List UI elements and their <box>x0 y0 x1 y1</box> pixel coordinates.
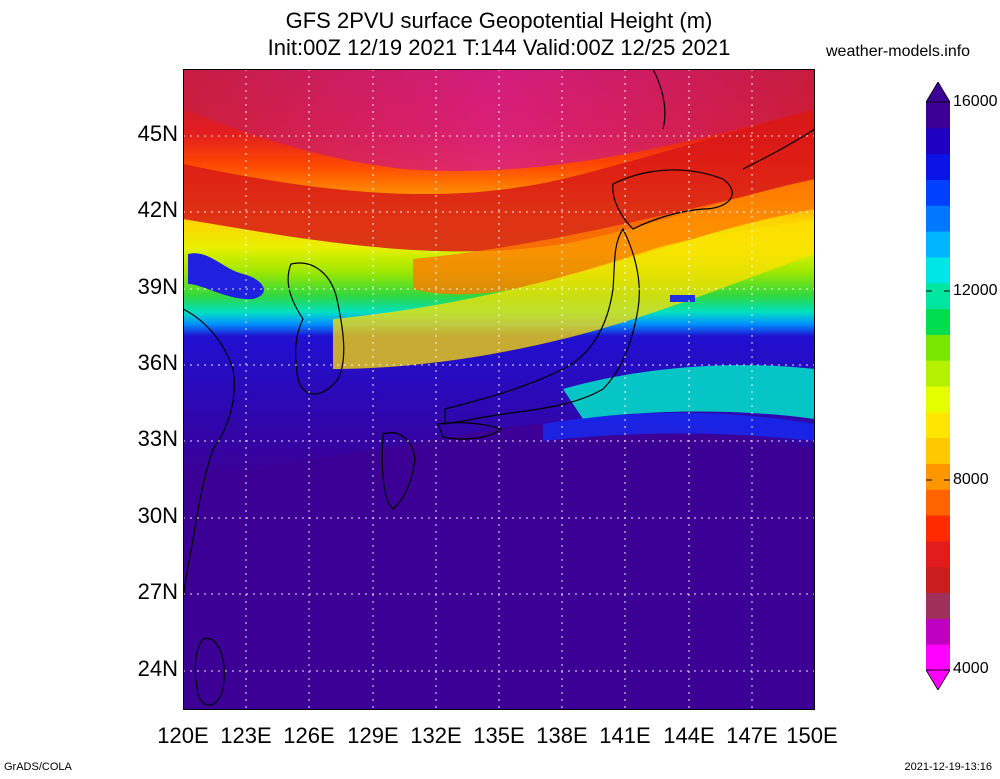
colorbar-cell <box>926 566 950 594</box>
lat-label: 24N <box>137 656 178 681</box>
lat-label: 39N <box>137 274 178 299</box>
colorbar-cell <box>926 489 950 516</box>
map-gridlines <box>183 69 815 710</box>
colorbar-bottom-arrow <box>926 669 950 690</box>
colorbar-cells <box>926 102 950 671</box>
taiwan-coastline <box>194 637 225 706</box>
colorbar-cell <box>926 437 950 464</box>
colorbar-cell <box>926 644 950 671</box>
colorbar-cell <box>926 231 950 258</box>
colorbar-label: 4000 <box>953 660 989 677</box>
colorbar-label: 12000 <box>953 282 998 299</box>
site-label: weather-models.info <box>826 43 971 60</box>
colorbar-cell <box>926 592 950 619</box>
lon-label: 120E <box>157 723 209 748</box>
kuril-coastline <box>742 128 815 170</box>
lon-label: 141E <box>599 723 651 748</box>
colorbar-cell <box>926 179 950 206</box>
lon-label: 129E <box>347 723 399 748</box>
lon-label: 150E <box>786 723 838 748</box>
lon-label: 138E <box>536 723 588 748</box>
korea-sea-blue-patch <box>188 253 264 300</box>
colorbar-cell <box>926 127 950 155</box>
colorbar-cell <box>926 540 950 568</box>
honshu-coastline <box>444 227 640 425</box>
software-credit: GrADS/COLA <box>4 761 72 773</box>
korea-coastline <box>287 262 345 395</box>
colorbar-cell <box>926 256 950 284</box>
lat-label: 33N <box>137 426 178 451</box>
colorbar-cell <box>926 308 950 335</box>
blue-edge <box>543 412 815 441</box>
colorbar-cell <box>926 360 950 387</box>
map-frame <box>183 69 815 710</box>
colorbar-cell <box>926 618 950 645</box>
colorbar-cell <box>926 153 950 180</box>
map-subtitle: Init:00Z 12/19 2021 T:144 Valid:00Z 12/2… <box>267 35 731 60</box>
colorbar-cell <box>926 102 950 129</box>
shikoku-coastline <box>437 422 503 440</box>
lon-label: 144E <box>663 723 715 748</box>
kyushu-coastline <box>381 432 416 510</box>
lon-label: 147E <box>726 723 778 748</box>
colorbar-label: 8000 <box>953 471 989 488</box>
geopotential-map <box>183 69 815 710</box>
colorbar-top-arrow <box>926 82 950 103</box>
colorbar-cell <box>926 463 950 490</box>
lon-label: 132E <box>410 723 462 748</box>
yellow-zone <box>333 219 815 369</box>
colorbar-cell <box>926 282 950 310</box>
colorbar-cell <box>926 386 950 413</box>
colorbar-cell <box>926 515 950 542</box>
lat-label: 36N <box>137 350 178 375</box>
lon-label: 135E <box>473 723 525 748</box>
lat-label: 42N <box>137 197 178 222</box>
lat-label: 30N <box>137 503 178 528</box>
red-jet <box>183 109 815 252</box>
small-blue-patch <box>670 295 695 302</box>
timestamp: 2021-12-19-13:16 <box>904 761 992 773</box>
china-coastline <box>183 308 235 610</box>
coastline-outlines <box>183 69 815 706</box>
map-title: GFS 2PVU surface Geopotential Height (m) <box>285 8 713 33</box>
colorbar-cell <box>926 411 950 439</box>
lat-label: 27N <box>137 579 178 604</box>
colorbar-cell <box>926 334 950 361</box>
lon-label: 126E <box>283 723 335 748</box>
hokkaido-coastline <box>612 169 733 230</box>
colorbar-cell <box>926 205 950 232</box>
lon-label: 123E <box>220 723 272 748</box>
colorbar-label: 16000 <box>953 93 998 110</box>
colorbar <box>926 82 950 690</box>
sakhalin-coastline <box>652 69 666 130</box>
lat-label: 45N <box>137 121 178 146</box>
